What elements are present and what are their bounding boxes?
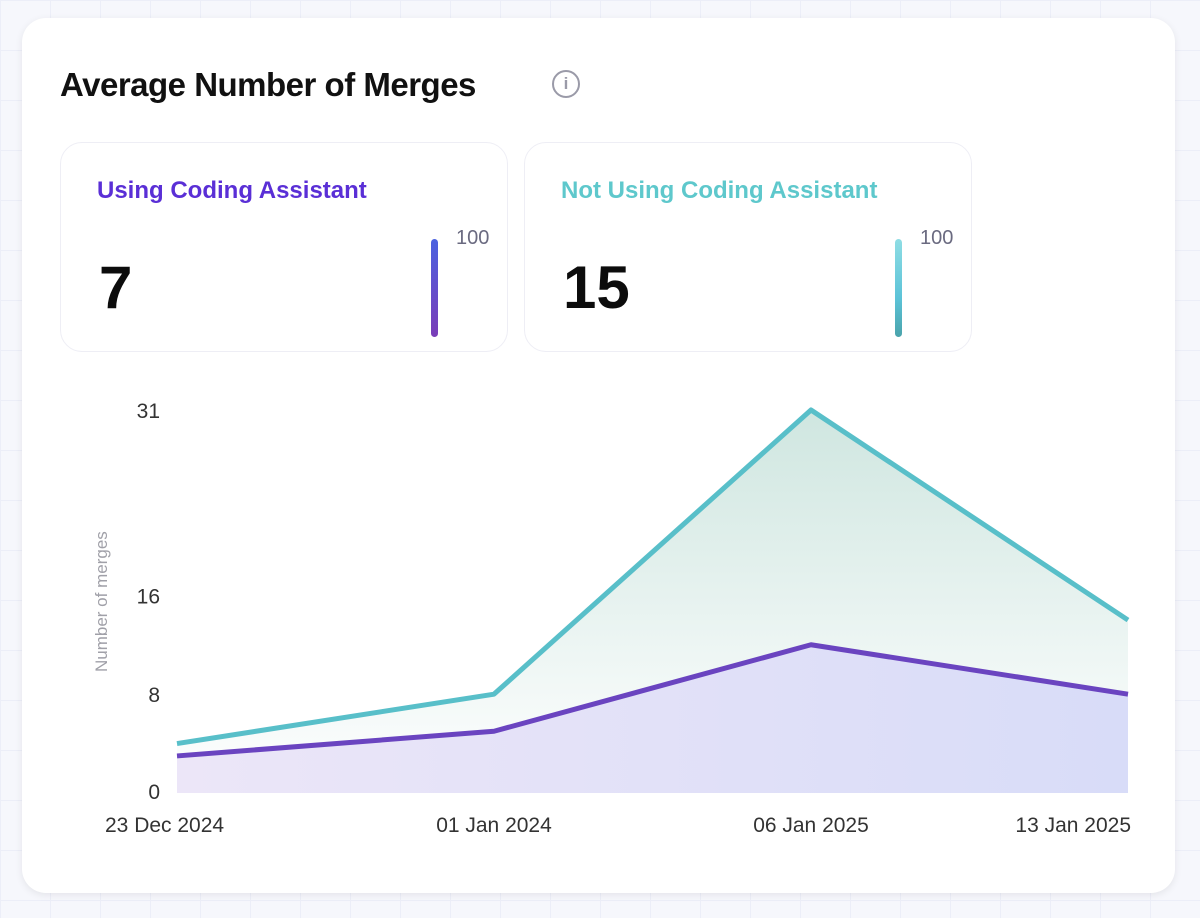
- x-tick-label: 23 Dec 2024: [105, 814, 224, 837]
- x-tick-label: 13 Jan 2025: [1015, 814, 1131, 837]
- series-1-line: [176, 642, 1129, 759]
- gauge-max: 100: [456, 227, 490, 249]
- gauge-bar: [431, 239, 438, 337]
- info-icon[interactable]: i: [552, 70, 580, 98]
- stat-label: Not Using Coding Assistant: [561, 177, 878, 204]
- x-tick-label: 01 Jan 2024: [436, 814, 552, 837]
- card-title: Average Number of Merges: [60, 66, 476, 103]
- stat-card-not-using: Not Using Coding Assistant 15 100: [524, 142, 972, 352]
- stat-value: 15: [563, 254, 630, 321]
- y-tick-label: 0: [148, 781, 160, 804]
- y-tick-label: 31: [137, 400, 160, 423]
- stat-value: 7: [99, 254, 133, 321]
- gauge-bar: [895, 239, 902, 337]
- gauge-max: 100: [920, 227, 954, 249]
- series-0-line: [176, 407, 1130, 747]
- series-1-area: [177, 644, 1128, 793]
- x-tick-label: 06 Jan 2025: [753, 814, 869, 837]
- stat-card-using: Using Coding Assistant 7 100: [60, 142, 508, 352]
- y-tick-label: 16: [137, 585, 160, 608]
- y-tick-label: 8: [148, 684, 160, 707]
- stat-label: Using Coding Assistant: [97, 177, 367, 204]
